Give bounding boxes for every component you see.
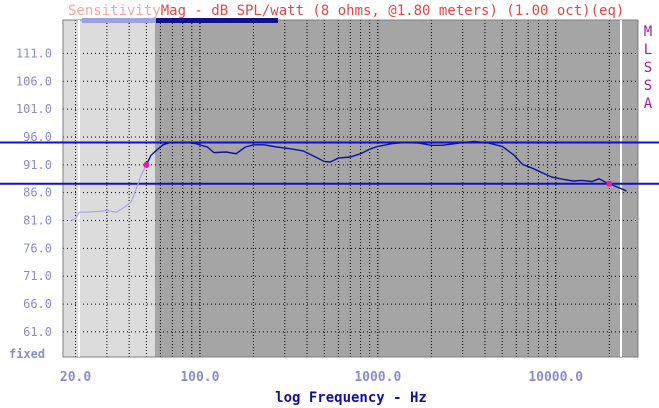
side-label-letter: S [644, 60, 652, 76]
x-axis-label: log Frequency - Hz [275, 390, 427, 406]
title-bar-light [82, 18, 156, 23]
y-tick-label: 111.0 [16, 46, 52, 60]
side-label-letter: A [644, 96, 653, 112]
y-tick-label: 96.0 [23, 130, 52, 144]
y-tick-labels: 111.0 106.0 101.0 96.0 91.0 86.0 81.0 76.0 71.0 6… [16, 46, 52, 339]
x-tick-label: 20.0 [60, 370, 91, 385]
cursor-markers [143, 161, 613, 187]
y-tick-label: 101.0 [16, 102, 52, 116]
x-tick-label: 10000.0 [528, 370, 583, 385]
x-tick-labels: 20.0 100.0 1000.0 10000.0 [60, 370, 583, 385]
x-tick-label: 100.0 [180, 370, 219, 385]
reference-lines [0, 141, 659, 185]
side-label-letter: M [644, 24, 652, 40]
y-tick-label: 91.0 [23, 158, 52, 172]
cursor-marker [143, 161, 150, 168]
title-faded: Sensitivity [68, 3, 161, 19]
title-main: Mag - dB SPL/watt (8 ohms, @1.80 meters)… [161, 3, 625, 19]
y-tick-label: 106.0 [16, 74, 52, 88]
gated-region [63, 20, 155, 357]
plot-border [62, 19, 639, 358]
y-tick-label: 86.0 [23, 186, 52, 200]
side-label-letter: L [644, 42, 652, 58]
side-label-letter: S [644, 78, 652, 94]
fixed-label: fixed [9, 347, 45, 361]
title-bar-dark [156, 18, 278, 23]
y-tick-label: 81.0 [23, 214, 52, 228]
y-tick-label: 66.0 [23, 297, 52, 311]
chart-title: SensitivityMag - dB SPL/watt (8 ohms, @1… [68, 3, 624, 19]
response-curve [145, 140, 627, 192]
gated-response-curve [71, 164, 147, 222]
x-tick-label: 1000.0 [354, 370, 401, 385]
y-tick-label: 61.0 [23, 325, 52, 339]
cursor-marker [606, 180, 613, 187]
grid-lines [63, 20, 638, 357]
y-tick-label: 76.0 [23, 241, 52, 255]
y-tick-label: 71.0 [23, 269, 52, 283]
